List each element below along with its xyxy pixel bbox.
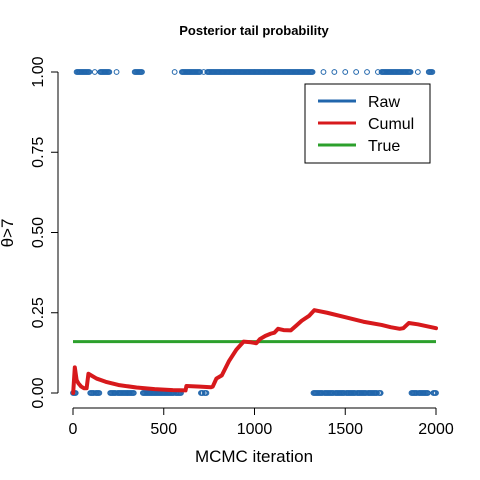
raw-point [130,390,137,396]
legend-label-raw: Raw [368,94,400,111]
raw-point [407,69,414,75]
raw-point [91,69,98,75]
raw-point [139,69,145,75]
raw-point [374,390,380,396]
raw-point [106,69,113,75]
legend-label-cumul: Cumul [368,116,414,133]
raw-point [364,69,370,75]
chart-title: Posterior tail probability [179,23,329,38]
x-axis: 0 500 1000 1500 2000 [69,407,454,438]
raw-point [96,390,103,396]
x-tick-label: 500 [150,421,177,438]
y-axis-label: θ>7 [0,219,17,248]
raw-point [203,390,210,396]
raw-point [86,69,93,75]
raw-point [309,69,316,75]
x-axis-label: MCMC iteration [195,447,313,466]
x-tick-label: 2000 [418,421,454,438]
raw-point [331,69,338,75]
y-tick-label: 0.00 [30,377,47,408]
legend-label-true: True [368,138,400,155]
y-tick-label: 0.50 [30,217,47,248]
y-tick-label: 0.25 [30,297,47,328]
cumul-line [71,308,438,395]
raw-point [433,390,439,396]
raw-point [414,69,421,75]
y-axis: 0.00 0.25 0.50 0.75 1.00 [30,56,59,409]
raw-point [113,69,120,75]
raw-point [171,69,178,75]
y-tick-label: 1.00 [30,56,47,87]
raw-point [342,69,349,75]
raw-point [429,69,436,75]
x-tick-label: 1500 [327,421,363,438]
raw-point [377,390,384,396]
legend: Raw Cumul True [304,83,431,164]
raw-point [424,390,431,396]
x-tick-label: 1000 [237,421,273,438]
x-tick-label: 0 [69,421,78,438]
plot-area [70,69,439,396]
y-tick-label: 0.75 [30,137,47,168]
raw-point [199,390,206,396]
raw-point [353,69,360,75]
raw-point [320,69,327,75]
raw-point [197,69,203,75]
